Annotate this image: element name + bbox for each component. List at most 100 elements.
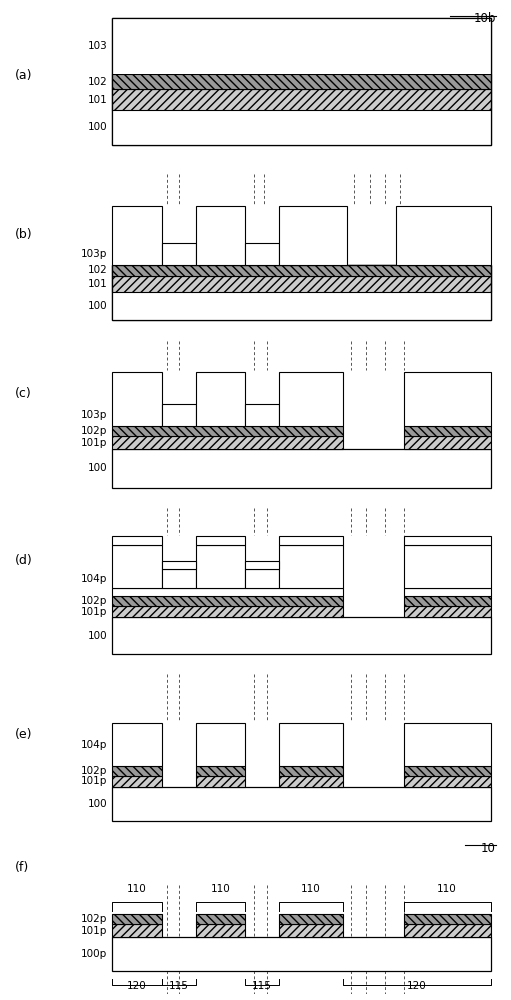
Bar — [112, 723, 161, 766]
Bar — [404, 776, 491, 787]
Text: 120: 120 — [127, 981, 147, 991]
Bar — [279, 723, 343, 766]
Bar — [279, 372, 343, 426]
Bar — [196, 536, 245, 545]
Bar — [112, 449, 491, 488]
Bar — [196, 545, 245, 588]
Bar — [404, 606, 491, 617]
Bar — [279, 536, 343, 545]
Bar — [196, 914, 245, 924]
Text: (b): (b) — [15, 228, 33, 241]
Bar — [112, 937, 491, 971]
Text: 100: 100 — [88, 799, 107, 809]
Bar — [161, 243, 196, 265]
Bar — [396, 206, 491, 265]
Bar — [404, 545, 491, 588]
Text: 102: 102 — [87, 265, 107, 275]
Text: 110: 110 — [437, 884, 457, 894]
Bar — [396, 206, 491, 265]
Bar — [279, 206, 347, 265]
Bar — [245, 569, 279, 588]
Bar — [196, 723, 245, 766]
Bar — [112, 596, 343, 606]
Bar — [112, 18, 491, 145]
Bar — [404, 426, 491, 436]
Bar — [279, 206, 347, 265]
Text: 100p: 100p — [81, 949, 107, 959]
Bar — [404, 536, 491, 545]
Text: 102: 102 — [87, 77, 107, 87]
Bar — [245, 243, 279, 265]
Bar — [279, 924, 343, 937]
Bar — [112, 766, 161, 776]
Text: 103p: 103p — [81, 249, 107, 259]
Text: 110: 110 — [301, 884, 321, 894]
Bar — [112, 206, 161, 265]
Text: 120: 120 — [407, 981, 427, 991]
Bar — [404, 436, 491, 449]
Bar — [112, 276, 491, 292]
Bar — [112, 206, 161, 265]
Text: 104p: 104p — [81, 740, 107, 750]
Bar — [279, 766, 343, 776]
Text: 101: 101 — [87, 279, 107, 289]
Text: 101p: 101p — [81, 926, 107, 936]
Bar — [112, 536, 161, 545]
Text: 101p: 101p — [81, 438, 107, 448]
Text: (e): (e) — [15, 728, 33, 741]
Bar — [112, 617, 491, 654]
Bar — [112, 924, 161, 937]
Text: 100: 100 — [88, 631, 107, 641]
Bar — [112, 426, 343, 436]
Text: 110: 110 — [127, 884, 147, 894]
Text: 102p: 102p — [81, 914, 107, 924]
Bar — [161, 569, 196, 588]
Text: 102p: 102p — [81, 596, 107, 606]
Bar — [112, 265, 491, 320]
Bar — [404, 924, 491, 937]
Text: 103: 103 — [87, 41, 107, 51]
Text: 101p: 101p — [81, 776, 107, 786]
Text: (d): (d) — [15, 554, 33, 567]
Bar — [279, 914, 343, 924]
Bar — [112, 914, 161, 924]
Text: 115: 115 — [252, 981, 272, 991]
Bar — [196, 206, 245, 265]
Text: (f): (f) — [15, 861, 30, 874]
Bar — [161, 243, 196, 265]
Bar — [404, 372, 491, 426]
Bar — [404, 766, 491, 776]
Bar — [161, 561, 196, 569]
Text: 104p: 104p — [81, 574, 107, 584]
Bar — [112, 776, 161, 787]
Bar — [245, 561, 279, 569]
Bar — [112, 110, 491, 145]
Text: 101: 101 — [87, 95, 107, 105]
Bar — [279, 545, 343, 588]
Text: 100: 100 — [88, 301, 107, 311]
Text: 101p: 101p — [81, 607, 107, 617]
Text: 102p: 102p — [81, 766, 107, 776]
Bar — [112, 436, 343, 449]
Text: 10: 10 — [481, 842, 496, 855]
Bar — [112, 787, 491, 821]
Bar — [112, 265, 491, 320]
Bar — [404, 596, 491, 606]
Text: (c): (c) — [15, 387, 32, 400]
Bar — [196, 372, 245, 426]
Bar — [112, 89, 491, 110]
Bar — [112, 606, 343, 617]
Bar — [112, 292, 491, 320]
Bar — [404, 588, 491, 596]
Text: 100: 100 — [88, 122, 107, 132]
Bar — [404, 723, 491, 766]
Bar — [112, 18, 491, 74]
Bar — [196, 776, 245, 787]
Text: 110: 110 — [211, 884, 230, 894]
Text: 103p: 103p — [81, 410, 107, 420]
Bar — [112, 372, 161, 426]
Bar — [112, 265, 491, 276]
Bar — [112, 74, 491, 89]
Text: 100: 100 — [88, 463, 107, 473]
Bar — [196, 924, 245, 937]
